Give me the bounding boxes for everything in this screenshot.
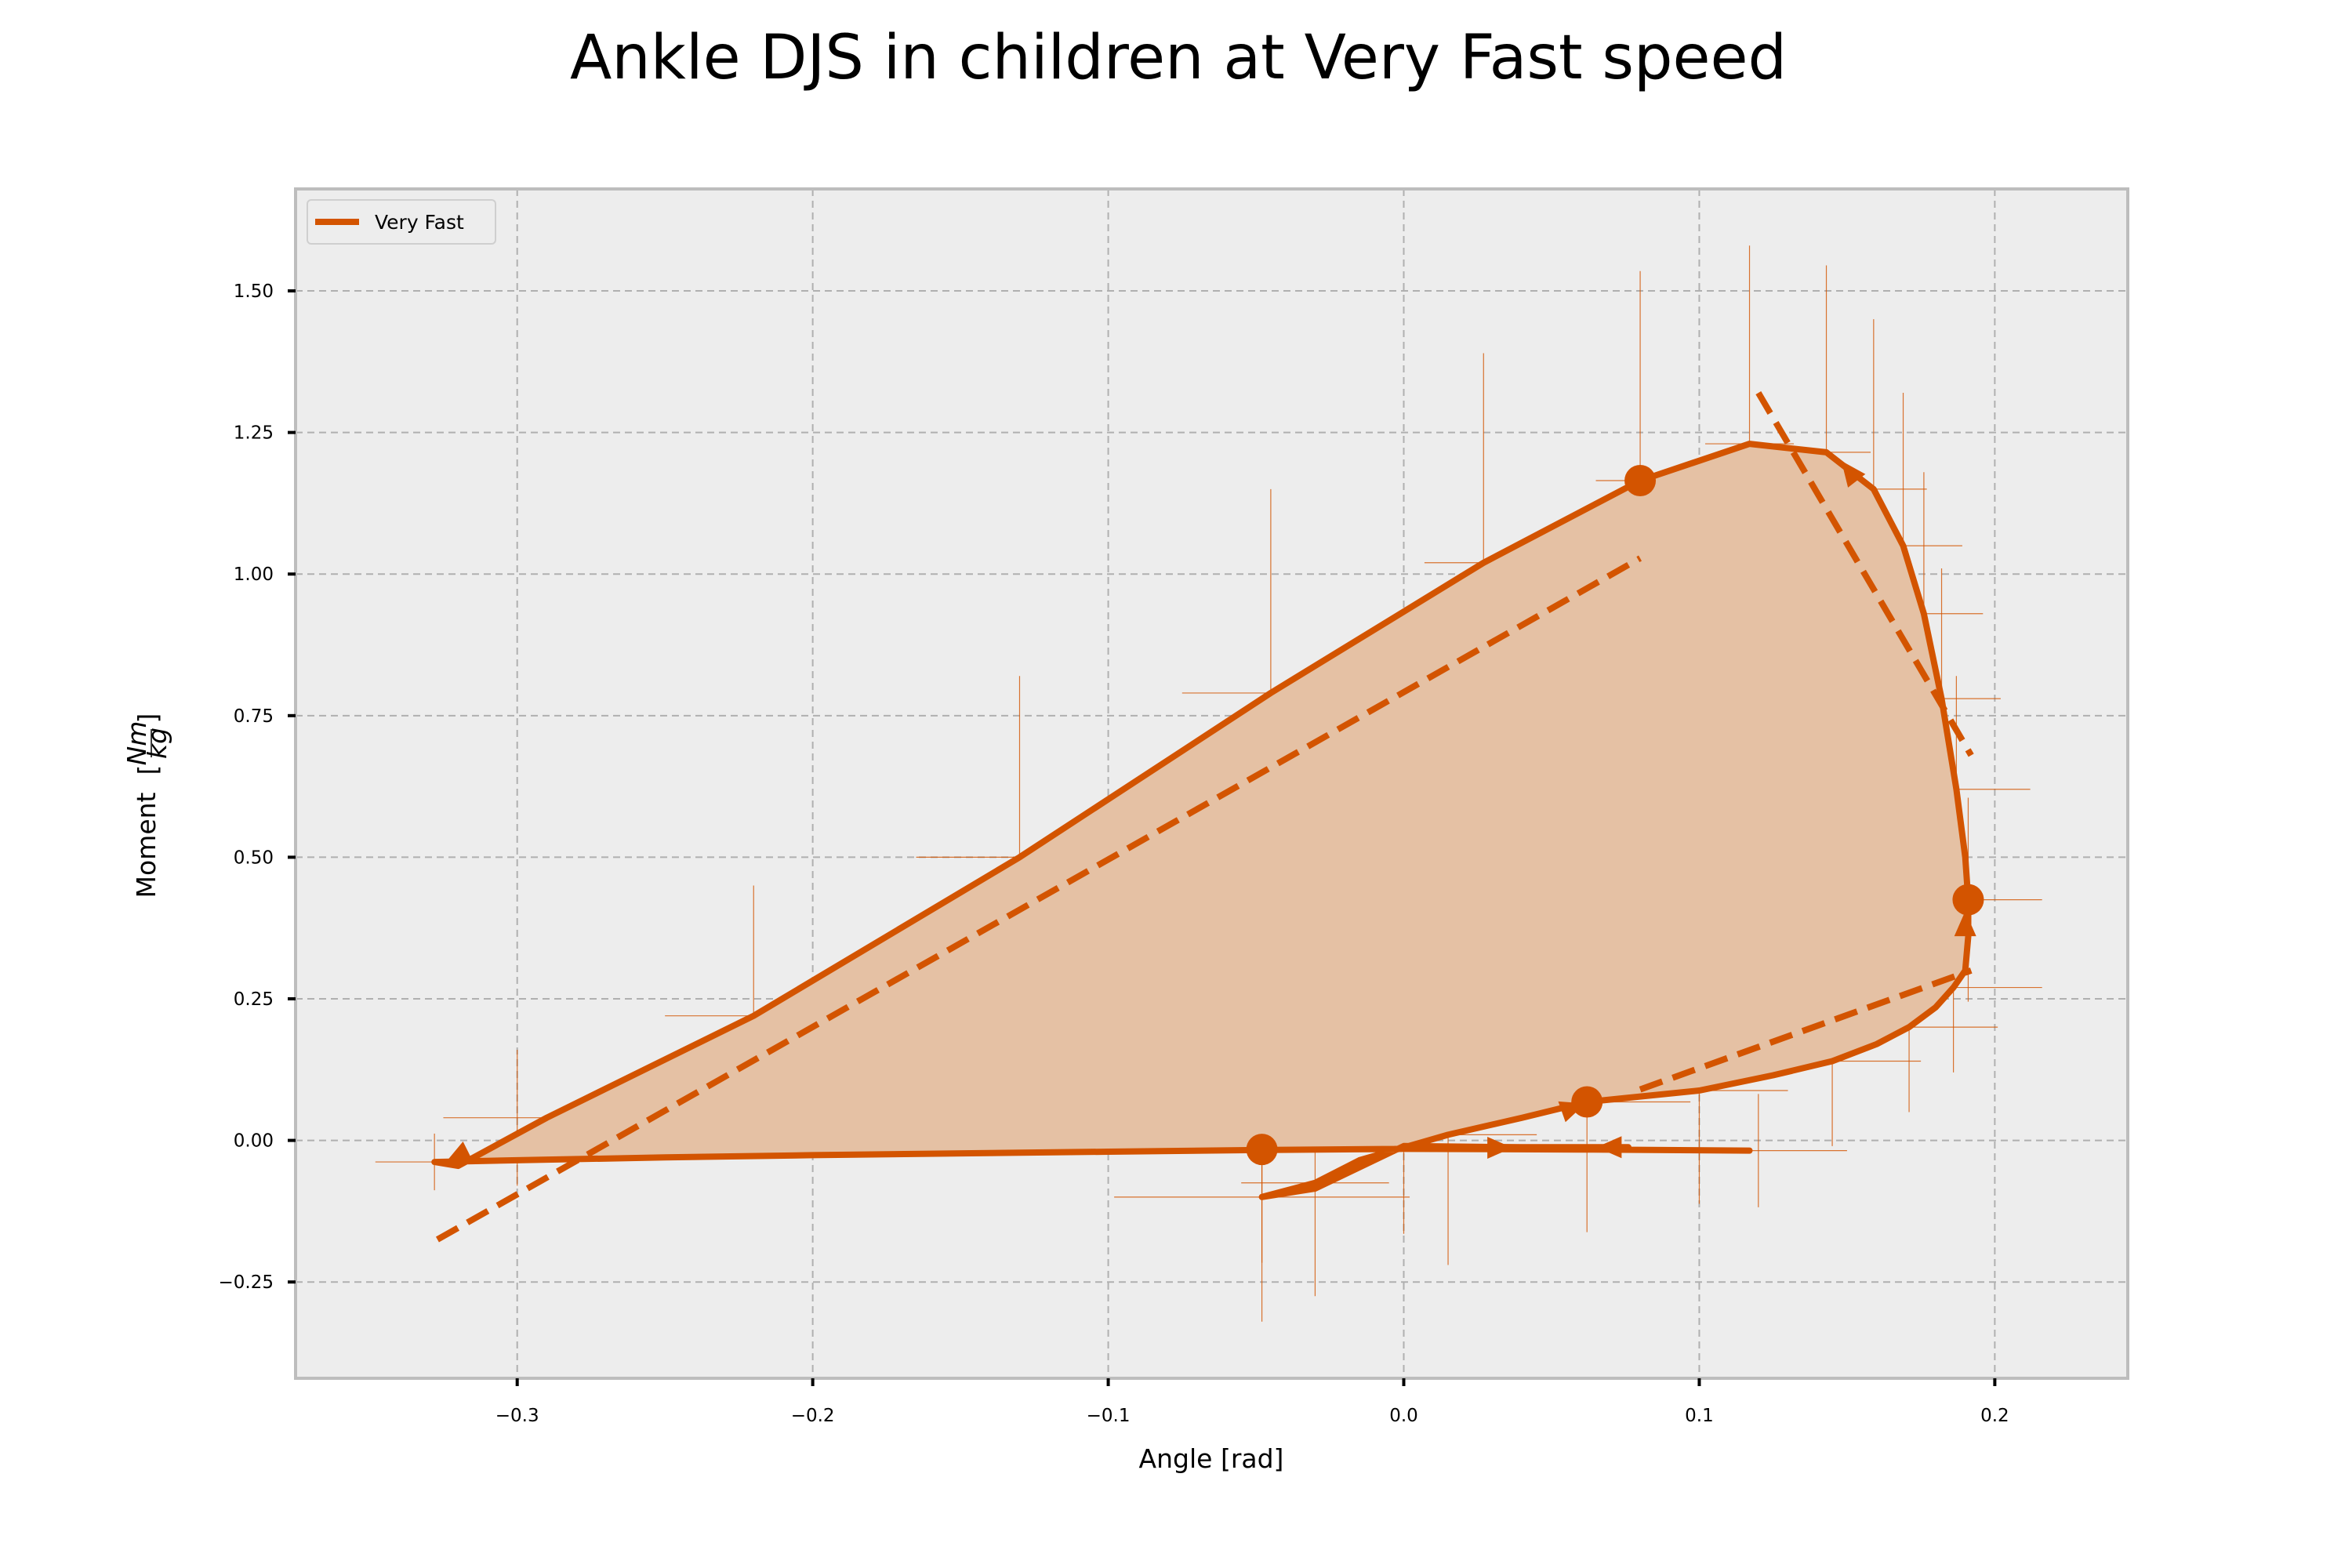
x-axis-label: Angle [rad] [1139,1443,1284,1474]
x-tick-label: 0.2 [1980,1406,2009,1426]
y-ticks: −0.25 0.00 0.25 0.50 0.75 1.00 1.25 1.50 [219,281,296,1293]
direction-arrow [1487,1136,1513,1159]
fit-line [1755,391,1974,757]
x-tick-label: −0.1 [1087,1406,1131,1426]
y-tick-label: 1.25 [234,423,274,444]
fit-line [1639,967,1973,1093]
loop-fill-area [434,444,1969,1197]
fit-lines [435,391,1974,1243]
direction-arrow [1954,911,1976,937]
direction-arrow [1841,460,1866,488]
plot-frame [294,187,2129,1380]
x-ticks: −0.3 −0.2 −0.1 0.0 0.1 0.2 [495,1378,2009,1426]
x-tick-label: 0.1 [1685,1406,1714,1426]
y-tick-label: 0.25 [234,989,274,1010]
y-axis-label: Moment [ Nm kg ] [122,713,172,898]
markers [1246,465,1984,1166]
turning-point-marker [1571,1086,1603,1118]
y-axis-label-text: Moment [131,792,162,898]
y-tick-label: 0.75 [234,706,274,727]
legend-box [307,199,496,245]
x-tick-label: −0.2 [791,1406,835,1426]
turning-point-marker [1624,465,1657,497]
y-axis-label-bracket-close: ] [132,713,163,724]
turning-point-marker [1952,884,1984,916]
y-axis-label-numerator: Nm [122,721,152,766]
series-line-very-fast [431,441,1972,1200]
turning-point-marker [1246,1134,1278,1166]
y-tick-label: 1.00 [234,564,274,585]
y-tick-label: 0.00 [234,1131,274,1152]
y-tick-label: 0.50 [234,848,274,868]
legend-label-very-fast: Very Fast [375,211,464,234]
y-tick-label: 1.50 [234,281,274,302]
fit-line [435,555,1642,1243]
direction-arrow [1596,1136,1622,1159]
direction-arrows [445,460,1976,1163]
chart-title: Ankle DJS in children at Very Fast speed [570,23,1787,93]
x-tick-label: 0.0 [1389,1406,1418,1426]
y-axis-label-denominator: kg [142,728,172,759]
y-axis-label-bracket-open: [ [132,765,163,775]
direction-arrow [445,1142,474,1163]
x-tick-label: −0.3 [495,1406,539,1426]
y-tick-label: −0.25 [219,1272,274,1293]
legend: Very Fast [307,199,496,245]
